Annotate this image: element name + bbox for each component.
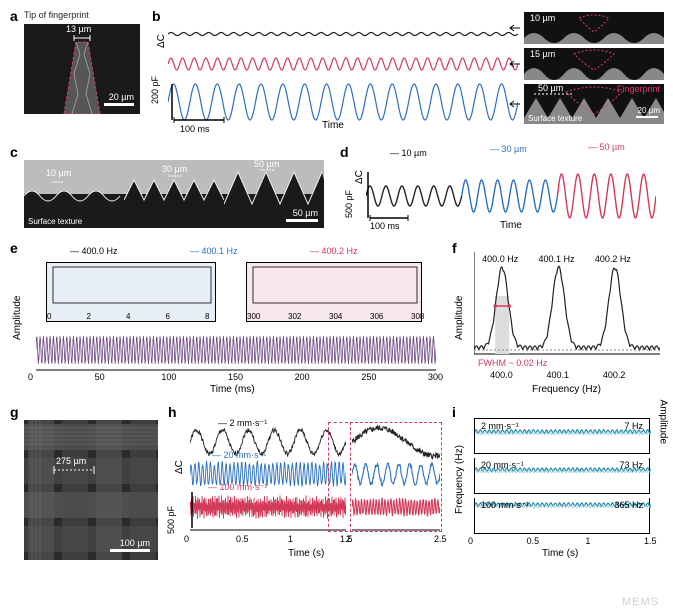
panel-e-inset-1: 02468 <box>46 262 216 322</box>
panel-h-zoom-src <box>328 422 348 532</box>
panel-b-yscale: 200 pF <box>150 76 160 104</box>
panel-c-scaletext: 50 µm <box>293 208 318 218</box>
panel-g-scaletext: 100 µm <box>120 538 150 548</box>
inset-b-3-scalebar <box>636 116 658 118</box>
panel-d: d ΔC 500 pF 100 ms Time — 10 µm — 30 µm … <box>340 144 664 232</box>
panel-d-xscale-text: 100 ms <box>370 221 400 231</box>
panel-i-strips: 1002 mm·s⁻¹7 Hz 100020 mm·s⁻¹73 Hz 4000100… <box>474 418 650 538</box>
panel-d-leg-0: — 10 µm <box>390 148 427 158</box>
svg-text:400.0 Hz: 400.0 Hz <box>482 254 519 264</box>
panel-i: i Frequency (Hz) Amplitude 1002 mm·s⁻¹7 … <box>452 404 664 574</box>
panel-b-label: b <box>152 8 161 24</box>
panel-c-row: 10 µm Surface texture 30 µm 50 µm 50 µm <box>24 160 326 228</box>
panel-a-scalebar <box>104 103 134 106</box>
inset-b-3-scaletext: 20 µm <box>638 106 660 115</box>
panel-e-ylabel: Amplitude <box>12 296 23 340</box>
panel-g-dim: 275 µm <box>56 456 86 466</box>
panel-c: c 10 µm Surface texture 30 µm <box>10 144 326 232</box>
panel-f-xlabel: Frequency (Hz) <box>532 384 601 395</box>
panel-h-yscale: 500 pF <box>166 506 176 534</box>
panel-d-leg-2: — 50 µm <box>588 142 625 152</box>
panel-e: e Amplitude 050100150200250300 Time (ms)… <box>10 240 442 396</box>
panel-h-left-svg <box>190 422 346 532</box>
panel-b-xscale-text: 100 ms <box>180 124 210 134</box>
panel-a: a Tip of fingerprint 13 µm 20 µm <box>10 8 140 118</box>
panel-e-leg-2: — 400.2 Hz <box>310 246 358 256</box>
inset-b-1: 10 µm <box>524 12 664 44</box>
panel-a-tip-annot: Tip of fingerprint <box>24 10 89 20</box>
strip-2: 4000100 mm·s⁻¹365 Hz <box>474 498 650 534</box>
panel-e-label: e <box>10 240 18 256</box>
panel-d-label: d <box>340 144 349 160</box>
panel-e-leg-1: — 400.1 Hz <box>190 246 238 256</box>
panel-f-ylabel: Amplitude <box>454 296 465 340</box>
panel-a-image: 13 µm 20 µm <box>24 24 140 114</box>
panel-h-ylabel: ΔC <box>174 460 185 474</box>
panel-c-3: 50 µm 50 µm <box>224 160 324 228</box>
panel-a-scaletext: 20 µm <box>109 92 134 102</box>
panel-f-svg: 400.0 Hz 400.1 Hz 400.2 Hz FWHM ~ 0.02 Hz <box>474 252 660 368</box>
panel-c-3-dim: 50 µm <box>254 160 279 169</box>
panel-b-ylabel: ΔC <box>156 34 167 48</box>
panel-e-main-svg <box>36 330 436 370</box>
panel-e-xlabel: Time (ms) <box>210 384 255 395</box>
panel-h-leg-2: — 100 mm·s⁻¹ <box>208 482 267 493</box>
panel-i-ylabel-right: Amplitude <box>657 400 668 444</box>
panel-b-insets: 10 µm 15 µm 50 µm Fingerprint Surface te… <box>524 12 664 124</box>
panel-b: b ΔC 200 pF 100 ms Time 10 µm 15 µm <box>152 8 664 134</box>
panel-h: h ΔC 500 pF — 2 mm·s⁻¹ — 20 mm·s⁻¹ — 100… <box>168 404 446 574</box>
panel-g: g 275 µm 100 µm <box>10 404 158 562</box>
panel-h-leg-0: — 2 mm·s⁻¹ <box>218 418 267 429</box>
panel-f: f Amplitude 400.0 Hz 400.1 Hz 400.2 Hz FWHM… <box>452 240 664 396</box>
panel-c-2-dim: 30 µm <box>162 164 187 174</box>
inset-b-3-fp: Fingerprint <box>617 84 660 94</box>
panel-h-xlabel: Time (s) <box>288 548 324 559</box>
strip-0: 1002 mm·s⁻¹7 Hz <box>474 418 650 454</box>
panel-a-label: a <box>10 8 18 24</box>
panel-d-ylabel: ΔC <box>354 170 365 184</box>
inset-b-2-dim: 15 µm <box>530 49 555 59</box>
panel-c-1: 10 µm Surface texture <box>24 160 124 228</box>
panel-i-ylabel-left: Frequency (Hz) <box>454 445 465 514</box>
panel-d-svg <box>366 152 656 222</box>
panel-c-scalebar <box>286 219 318 222</box>
panel-d-leg-1: — 30 µm <box>490 144 527 154</box>
inset-b-3: 50 µm Fingerprint Surface texture 20 µm <box>524 84 664 124</box>
inset-b-2: 15 µm <box>524 48 664 80</box>
panel-i-xlabel: Time (s) <box>542 548 578 559</box>
panel-c-1-dim: 10 µm <box>46 168 71 178</box>
panel-h-zoom-dst <box>350 422 442 532</box>
svg-text:FWHM ~ 0.02 Hz: FWHM ~ 0.02 Hz <box>478 358 548 368</box>
panel-d-xlabel: Time <box>500 220 522 231</box>
panel-e-leg-0: — 400.0 Hz <box>70 246 118 256</box>
panel-g-scalebar <box>110 549 150 552</box>
panel-h-leg-1: — 20 mm·s⁻¹ <box>212 450 266 461</box>
panel-a-dim: 13 µm <box>66 24 91 34</box>
inset-b-3-dim: 50 µm <box>538 84 563 93</box>
panel-g-label: g <box>10 404 19 420</box>
panel-i-label: i <box>452 404 456 420</box>
strip-1: 100020 mm·s⁻¹73 Hz <box>474 458 650 494</box>
panel-c-surf: Surface texture <box>28 217 82 226</box>
panel-c-2: 30 µm <box>124 160 224 228</box>
panel-b-xlabel: Time <box>322 120 344 131</box>
watermark: MEMS <box>622 596 659 608</box>
panel-e-inset-2: 300302304306308 <box>246 262 422 322</box>
panel-f-label: f <box>452 240 457 256</box>
panel-d-yscale: 500 pF <box>344 190 354 218</box>
svg-text:400.2 Hz: 400.2 Hz <box>595 254 632 264</box>
inset-b-3-surf: Surface texture <box>528 114 582 123</box>
panel-g-image: 275 µm 100 µm <box>24 420 158 560</box>
panel-h-label: h <box>168 404 177 420</box>
svg-text:400.1 Hz: 400.1 Hz <box>539 254 576 264</box>
inset-b-1-dim: 10 µm <box>530 13 555 23</box>
panel-b-arrows <box>508 16 522 126</box>
panel-b-svg <box>168 12 518 132</box>
panel-c-label: c <box>10 144 18 160</box>
